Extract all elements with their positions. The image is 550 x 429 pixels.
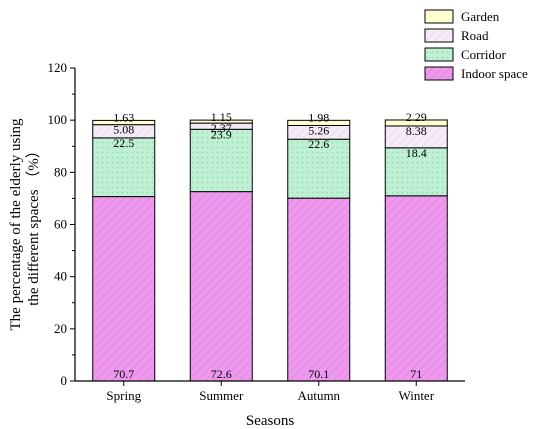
- data-label: 71: [410, 367, 422, 381]
- x-tick-label: Autumn: [297, 388, 340, 403]
- y-tick-label: 120: [48, 60, 68, 75]
- data-label: 1.15: [211, 110, 232, 124]
- legend-swatch: [424, 28, 454, 43]
- legend-swatch: [424, 9, 454, 24]
- data-label: 23.9: [211, 127, 232, 141]
- legend-swatch: [424, 47, 454, 62]
- data-label: 70.1: [308, 367, 329, 381]
- y-tick-label: 80: [54, 164, 67, 179]
- data-label: 72.6: [211, 367, 232, 381]
- bar-segment-indoor-space-summer: [189, 191, 253, 382]
- data-label: 5.08: [113, 123, 134, 137]
- plot-area: 70.7 22.55.081.63 72.6 23.92.371.15 70.1 22.6…: [92, 110, 448, 382]
- data-label: 2.29: [406, 110, 427, 124]
- x-axis-title: Seasons: [246, 413, 294, 429]
- bar-segment-indoor-space-winter: [384, 195, 448, 382]
- y-tick-label: 60: [54, 217, 67, 232]
- y-tick-label: 100: [48, 112, 68, 127]
- legend: Garden Road Corridor Indoor space: [424, 9, 528, 81]
- data-label: 1.63: [113, 110, 134, 124]
- y-axis-title: The percentage of the elderly using: [8, 118, 24, 330]
- legend-label: Corridor: [461, 47, 506, 62]
- bar-segment-indoor-space-autumn: [287, 197, 351, 382]
- bar-segment-indoor-space-spring: [92, 196, 156, 382]
- bar-segment-corridor-autumn: [287, 138, 351, 199]
- bar-segment-corridor-spring: [92, 137, 156, 198]
- x-tick-label: Spring: [106, 388, 141, 403]
- y-tick-label: 40: [54, 269, 67, 284]
- data-label: 8.38: [406, 124, 427, 138]
- x-tick-label: Summer: [199, 388, 244, 403]
- data-label: 18.4: [406, 146, 427, 160]
- data-label: 1.98: [308, 110, 329, 124]
- legend-label: Garden: [461, 9, 500, 24]
- data-label: 22.5: [113, 136, 134, 150]
- bar-segment-garden-summer: [189, 119, 253, 124]
- bar-segment-garden-spring: [92, 119, 156, 126]
- bar-segment-garden-autumn: [287, 119, 351, 126]
- y-axis-title-line2: the different spaces （%）: [25, 143, 42, 306]
- y-tick-label: 20: [54, 321, 67, 336]
- bar-segment-corridor-winter: [384, 147, 448, 197]
- data-label: 5.26: [308, 123, 329, 137]
- legend-swatch: [424, 66, 454, 81]
- data-label: 2.37: [211, 121, 232, 135]
- legend-label: Road: [461, 28, 489, 43]
- data-label: 22.6: [308, 137, 329, 151]
- axes: 0 20 40 60 80 100 120 Spring Summer Autumn Winter S…: [8, 60, 465, 429]
- bar-segment-corridor-summer: [189, 128, 253, 193]
- bar-segment-garden-winter: [384, 119, 448, 127]
- y-tick-label: 0: [61, 373, 68, 388]
- x-tick-label: Winter: [398, 388, 434, 403]
- legend-label: Indoor space: [461, 66, 528, 81]
- data-label: 70.7: [113, 367, 134, 381]
